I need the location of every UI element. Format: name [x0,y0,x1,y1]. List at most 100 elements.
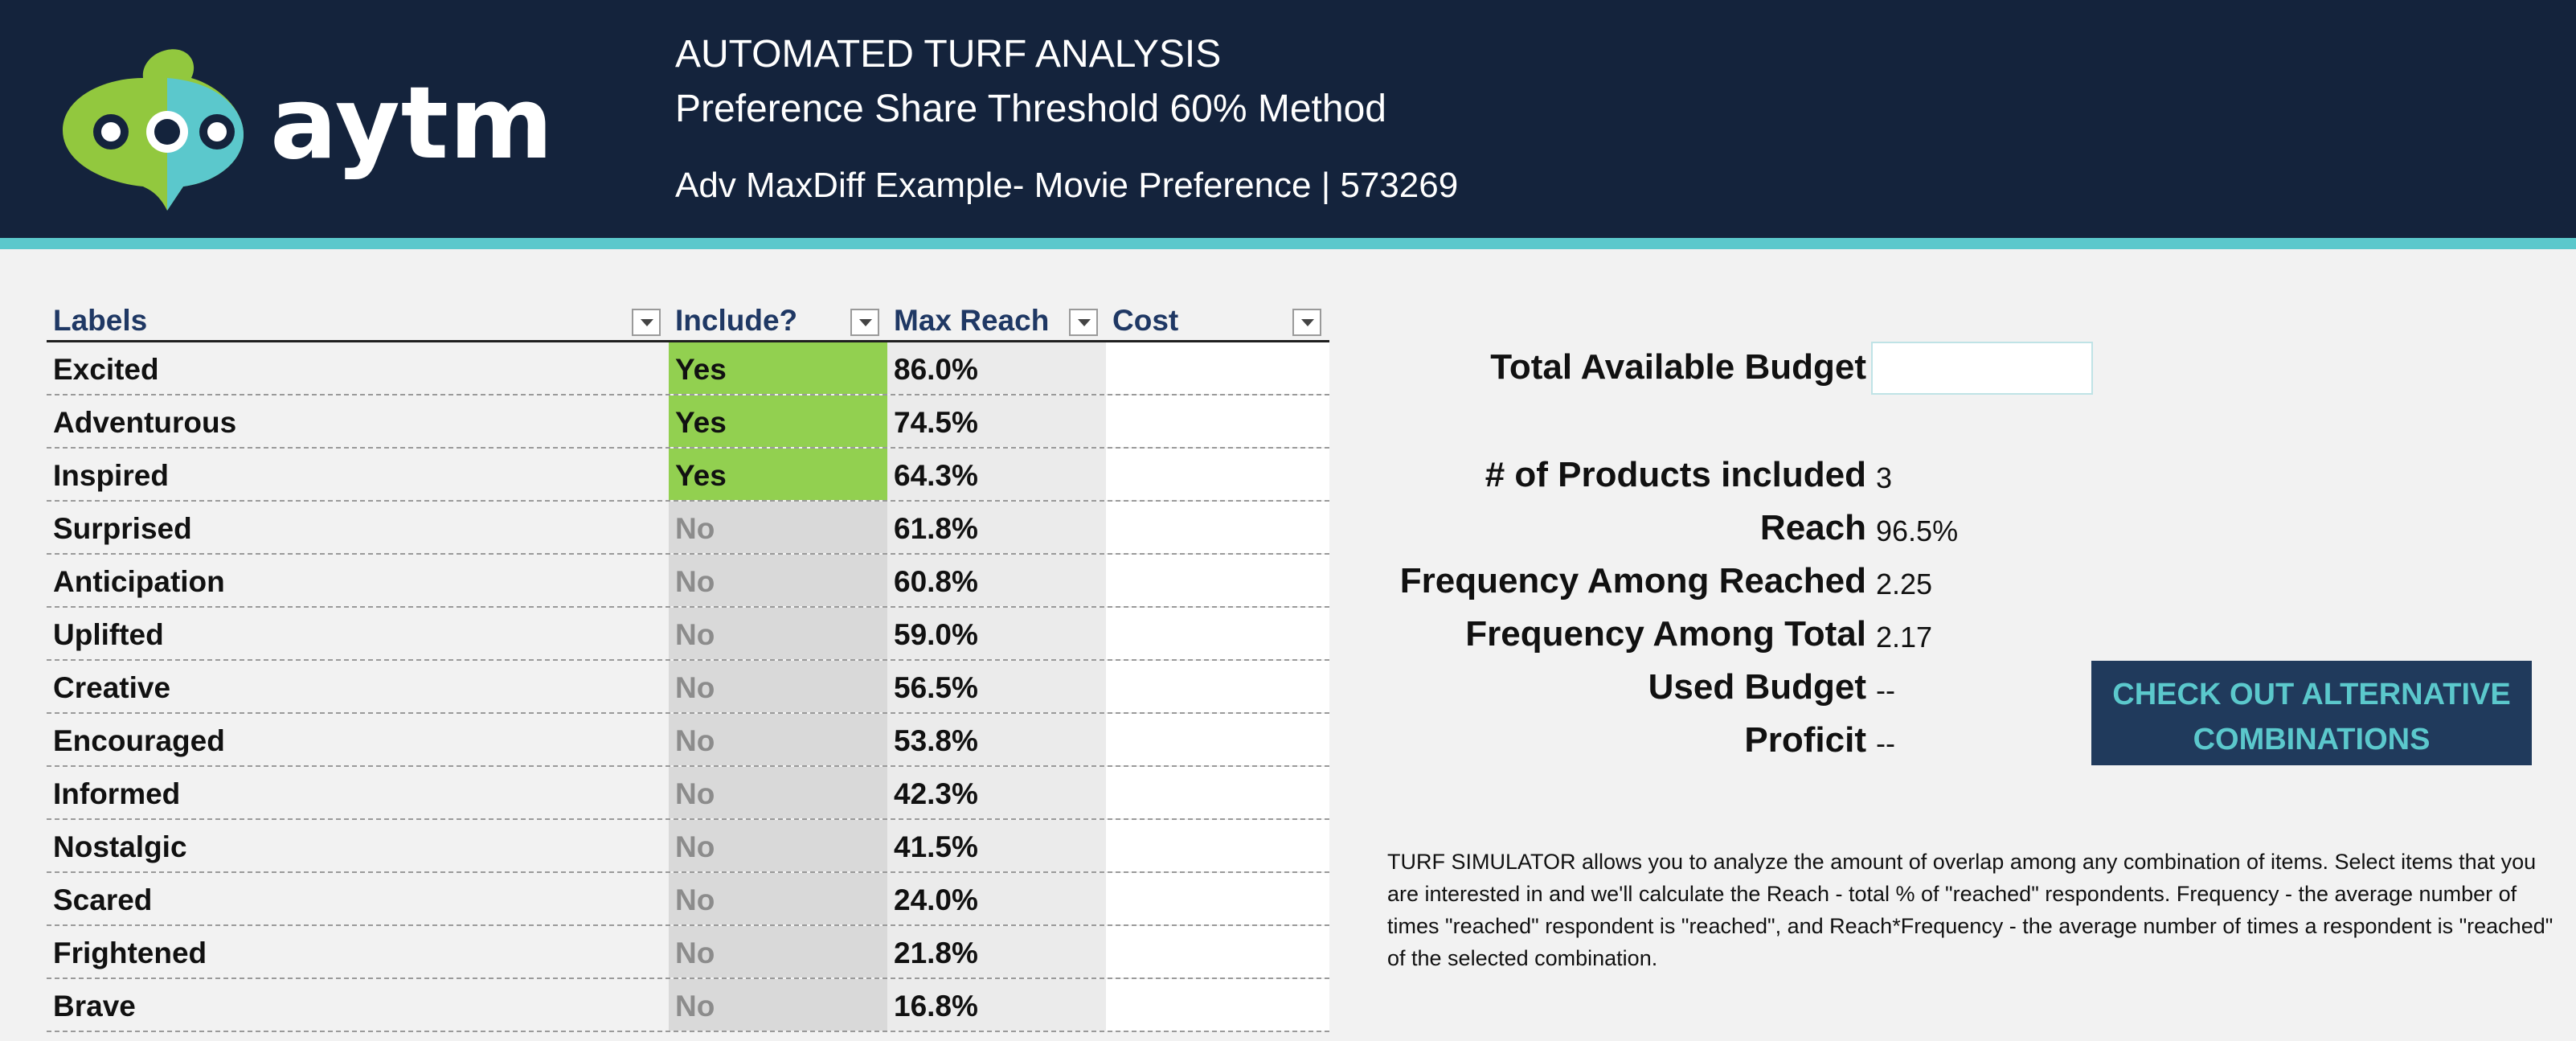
column-header-max-reach: Max Reach [887,301,1106,342]
table-row: Creative No 56.5% [47,661,1329,714]
cost-input[interactable] [1106,608,1329,659]
row-label: Adventurous [53,406,237,439]
max-reach-value: 53.8% [887,714,1106,765]
cost-input[interactable] [1106,555,1329,606]
used-budget-label: Used Budget [1648,667,1866,707]
cost-input[interactable] [1106,820,1329,871]
table-row: Scared No 24.0% [47,873,1329,926]
include-toggle[interactable]: No [669,502,887,553]
column-header-include: Include? [669,301,887,342]
cost-input[interactable] [1106,395,1329,447]
filter-dropdown-labels[interactable] [632,309,661,336]
row-label: Uplifted [53,618,164,651]
cta-line-2: COMBINATIONS [2193,723,2431,756]
table-row: Uplifted No 59.0% [47,608,1329,661]
include-toggle[interactable]: No [669,555,887,606]
proficit-label: Proficit [1744,720,1866,760]
cost-input[interactable] [1106,767,1329,818]
column-header-include-text: Include? [675,304,798,337]
include-toggle[interactable]: Yes [669,449,887,500]
used-budget-value: -- [1876,674,1895,707]
include-toggle[interactable]: No [669,767,887,818]
report-header: aytm AUTOMATED TURF ANALYSIS Preference … [0,0,2576,238]
column-header-labels-text: Labels [53,304,148,337]
row-label: Excited [53,353,159,386]
cost-input[interactable] [1106,449,1329,500]
cost-input[interactable] [1106,873,1329,924]
row-label: Inspired [53,459,169,492]
reach-label: Reach [1759,508,1866,547]
table-row: Informed No 42.3% [47,767,1329,820]
cost-input[interactable] [1106,661,1329,712]
row-label: Scared [53,883,153,916]
max-reach-value: 60.8% [887,555,1106,606]
alternative-combinations-button[interactable]: CHECK OUT ALTERNATIVE COMBINATIONS [2091,661,2532,765]
max-reach-value: 59.0% [887,608,1106,659]
filter-dropdown-max-reach[interactable] [1069,309,1098,336]
include-toggle[interactable]: No [669,714,887,765]
reach-value: 96.5% [1876,514,1959,547]
row-label: Anticipation [53,565,225,598]
cost-input[interactable] [1106,714,1329,765]
products-included-value: 3 [1876,461,1893,494]
table-row: Surprised No 61.8% [47,502,1329,555]
turf-items-table: Labels Include? Max Reach Cost Excited Ye… [47,301,1329,1032]
table-row: Excited Yes 86.0% [47,342,1329,395]
row-label: Creative [53,671,171,704]
column-header-max-reach-text: Max Reach [894,304,1050,337]
include-toggle[interactable]: No [669,979,887,1031]
aytm-logo-icon [63,49,244,211]
cost-input[interactable] [1106,502,1329,553]
max-reach-value: 24.0% [887,873,1106,924]
frequency-total-value: 2.17 [1876,621,1933,654]
include-toggle[interactable]: No [669,820,887,871]
products-included-label: # of Products included [1485,455,1866,494]
report-title: AUTOMATED TURF ANALYSIS [675,33,1222,76]
cta-line-1: CHECK OUT ALTERNATIVE [2112,678,2511,711]
include-toggle[interactable]: Yes [669,342,887,394]
cost-input[interactable] [1106,926,1329,977]
include-toggle[interactable]: No [669,608,887,659]
include-toggle[interactable]: Yes [669,395,887,447]
include-toggle[interactable]: No [669,873,887,924]
filter-dropdown-cost[interactable] [1292,309,1321,336]
report-study: Adv MaxDiff Example- Movie Preference | … [675,166,1459,205]
max-reach-value: 74.5% [887,395,1106,447]
filter-dropdown-include[interactable] [850,309,879,336]
row-label: Brave [53,990,136,1023]
total-budget-input[interactable] [1871,342,2093,395]
column-header-cost-text: Cost [1112,304,1179,337]
table-row: Frightened No 21.8% [47,926,1329,979]
table-row: Nostalgic No 41.5% [47,820,1329,873]
header-divider [0,238,2576,249]
column-header-cost: Cost [1106,301,1329,342]
cost-input[interactable] [1106,342,1329,394]
max-reach-value: 86.0% [887,342,1106,394]
row-label: Informed [53,777,181,810]
proficit-value: -- [1876,727,1895,760]
include-toggle[interactable]: No [669,661,887,712]
table-row: Encouraged No 53.8% [47,714,1329,767]
row-label: Surprised [53,512,192,545]
max-reach-value: 64.3% [887,449,1106,500]
max-reach-value: 42.3% [887,767,1106,818]
total-budget-label: Total Available Budget [1490,347,1866,387]
table-row: Brave No 16.8% [47,979,1329,1032]
frequency-reached-value: 2.25 [1876,568,1933,600]
max-reach-value: 41.5% [887,820,1106,871]
brand-name: aytm [270,66,555,182]
report-method: Preference Share Threshold 60% Method [675,88,1386,130]
frequency-reached-label: Frequency Among Reached [1399,561,1866,600]
table-row: Anticipation No 60.8% [47,555,1329,608]
column-header-labels: Labels [47,301,669,342]
max-reach-value: 16.8% [887,979,1106,1031]
cost-input[interactable] [1106,979,1329,1031]
table-header: Labels Include? Max Reach Cost [47,301,1329,342]
max-reach-value: 61.8% [887,502,1106,553]
row-label: Nostalgic [53,830,187,863]
turf-description: TURF SIMULATOR allows you to analyze the… [1387,850,2553,970]
row-label: Encouraged [53,724,225,757]
table-row: Inspired Yes 64.3% [47,449,1329,502]
include-toggle[interactable]: No [669,926,887,977]
table-row: Adventurous Yes 74.5% [47,395,1329,449]
